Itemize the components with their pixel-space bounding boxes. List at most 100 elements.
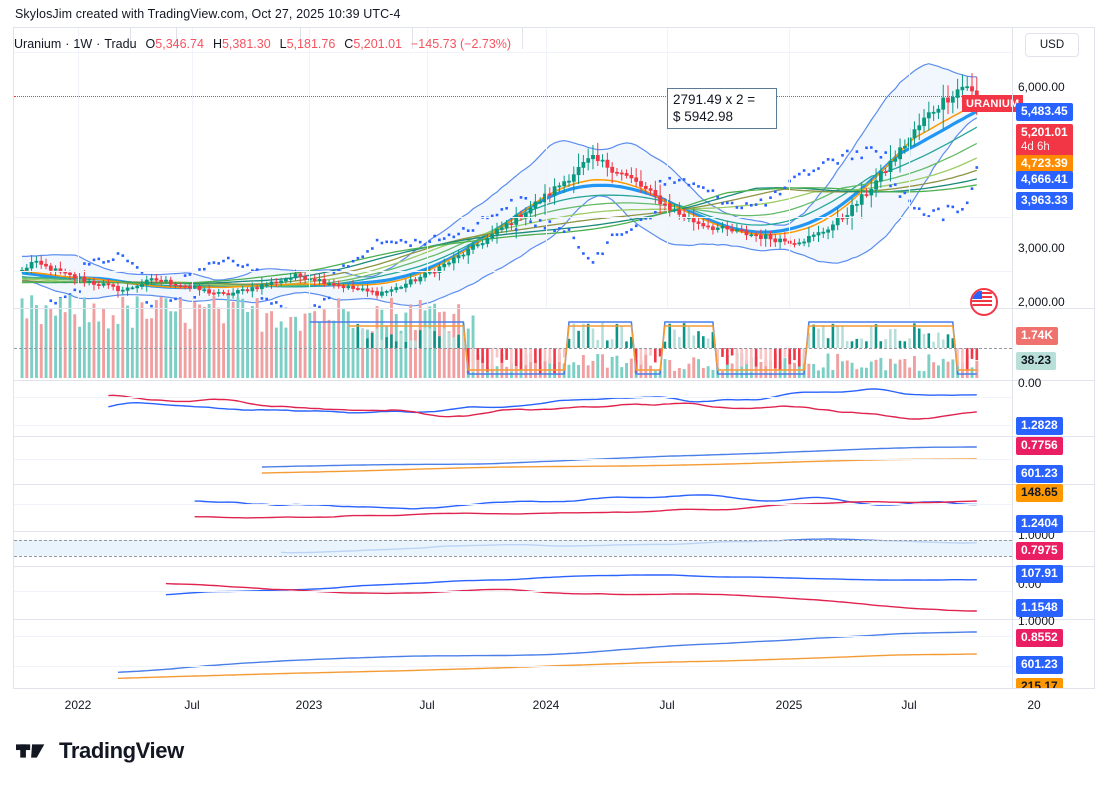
- gridline-vertical: [427, 28, 428, 308]
- price-scale[interactable]: 6,000.00 3,000.00 2,000.00 0.00 1.0000 0.00 1.…: [1012, 28, 1094, 718]
- pane-divider[interactable]: [14, 308, 1094, 309]
- price-scale-tag[interactable]: 148.65: [1016, 484, 1063, 502]
- gridline: [14, 459, 1012, 460]
- band-lower-line: [14, 556, 1012, 557]
- gridline: [14, 666, 1012, 667]
- gridline-vertical: [789, 28, 790, 308]
- oscillator-2-canvas: [261, 446, 977, 474]
- price-scale-tag[interactable]: 5,201.01 4d 6h: [1016, 124, 1073, 157]
- oscillator-5-canvas: [165, 574, 977, 612]
- time-axis-label: 2025: [775, 698, 803, 712]
- price-scale-tag[interactable]: 0.7756: [1016, 437, 1063, 455]
- time-axis[interactable]: 2022 Jul 2023 Jul 2024 Jul 2025 Jul 20: [13, 688, 1095, 719]
- pane-divider[interactable]: [14, 619, 1094, 620]
- annotation-line-1: 2791.49 x 2 =: [673, 92, 756, 107]
- price-scale-tag[interactable]: 0.8552: [1016, 629, 1063, 647]
- legend-divider-1: [130, 28, 131, 49]
- time-axis-label: 2022: [64, 698, 92, 712]
- brand-name: TradingView: [59, 738, 184, 763]
- gridline-vertical: [192, 28, 193, 308]
- gridline: [14, 397, 1012, 398]
- price-scale-tag[interactable]: 3,963.33: [1016, 192, 1073, 210]
- legend-divider-4: [412, 28, 413, 49]
- pane-divider[interactable]: [14, 380, 1094, 381]
- price-scale-tag[interactable]: 38.23: [1016, 352, 1057, 370]
- gridline-vertical: [667, 28, 668, 308]
- gridline: [14, 504, 1012, 505]
- oscillator-6-canvas: [117, 631, 977, 679]
- price-scale-tag[interactable]: 1.2828: [1016, 417, 1063, 435]
- oscillator-0-canvas: [309, 321, 979, 375]
- oscillator-pane-1[interactable]: [14, 381, 1012, 436]
- price-scale-tag[interactable]: 1.1548: [1016, 599, 1063, 617]
- time-axis-label: 2024: [532, 698, 560, 712]
- legend-high-label: H: [212, 37, 222, 51]
- gridline: [14, 591, 1012, 592]
- tradingview-logo-icon: [16, 744, 45, 758]
- price-scale-tag[interactable]: 0.7975: [1016, 542, 1063, 560]
- gridline: [14, 636, 1012, 637]
- legend-low-label: L: [279, 37, 287, 51]
- oscillator-pane-5[interactable]: [14, 567, 1012, 619]
- price-scale-label: 2,000.00: [1018, 295, 1065, 309]
- price-scale-label: 6,000.00: [1018, 80, 1065, 94]
- time-axis-label: Jul: [901, 698, 917, 712]
- pane-divider[interactable]: [14, 531, 1094, 532]
- attribution-text: SkylosJim created with TradingView.com, …: [15, 6, 401, 21]
- time-axis-label: 20: [1027, 698, 1041, 712]
- time-axis-label: 2023: [295, 698, 323, 712]
- pane-divider[interactable]: [14, 566, 1094, 567]
- legend-high-value: 5,381.30: [221, 37, 271, 51]
- zero-line: [14, 348, 1012, 349]
- legend-low-value: 5,181.76: [286, 37, 336, 51]
- oscillator-1-canvas: [108, 388, 977, 420]
- legend-exchange[interactable]: Tradu: [104, 37, 137, 51]
- value-band: [14, 540, 1012, 556]
- legend-open-label: O: [145, 37, 156, 51]
- oscillator-pane-3[interactable]: [14, 485, 1012, 531]
- legend-interval[interactable]: 1W: [73, 37, 93, 51]
- legend-symbol[interactable]: Uranium: [14, 37, 62, 51]
- price-scale-tag[interactable]: 601.23: [1016, 656, 1063, 674]
- oscillator-pane-2[interactable]: [14, 437, 1012, 484]
- oscillator-pane-4[interactable]: [14, 532, 1012, 566]
- gridline-vertical: [909, 28, 910, 308]
- legend-divider-5: [522, 28, 523, 49]
- price-scale-tag[interactable]: 107.91: [1016, 565, 1063, 583]
- oscillator-pane-6[interactable]: [14, 620, 1012, 688]
- gridline-vertical: [309, 28, 310, 308]
- chart-legend[interactable]: Uranium · 1W · Tradu O 5,346.74 H 5,381.30…: [14, 33, 511, 55]
- price-scale-tag[interactable]: 5,483.45: [1016, 103, 1073, 121]
- band-upper-line: [14, 540, 1012, 541]
- annotation-line-2: $ 5942.98: [673, 109, 734, 124]
- currency-button[interactable]: USD: [1025, 33, 1079, 57]
- price-scale-tag[interactable]: 4,666.41: [1016, 171, 1073, 189]
- us-flag-icon[interactable]: [970, 288, 998, 316]
- gridline-vertical: [546, 28, 547, 308]
- price-tag-countdown: 4d 6h: [1021, 141, 1050, 153]
- pane-divider[interactable]: [14, 484, 1094, 485]
- price-scale-tag[interactable]: 601.23: [1016, 465, 1063, 483]
- price-scale-label: 0.00: [1018, 376, 1042, 390]
- legend-divider-2: [176, 28, 177, 49]
- legend-divider-3: [300, 28, 301, 49]
- legend-change: −145.73 (−2.73%): [410, 37, 512, 51]
- gridline: [14, 271, 1012, 272]
- price-scale-tag[interactable]: 4,723.39: [1016, 155, 1073, 173]
- price-pane[interactable]: [14, 28, 1012, 308]
- symbol-price-tag: URANIUM: [962, 95, 1024, 112]
- footer-brand: TradingView: [16, 738, 184, 764]
- oscillator-3-canvas: [194, 494, 977, 519]
- price-annotation[interactable]: 2791.49 x 2 = $ 5942.98: [667, 88, 777, 129]
- price-scale-label: 3,000.00: [1018, 241, 1065, 255]
- legend-close-label: C: [344, 37, 354, 51]
- gridline: [14, 425, 1012, 426]
- legend-close-value: 5,201.01: [353, 37, 402, 51]
- oscillator-pane-0[interactable]: [14, 312, 1012, 380]
- time-axis-label: Jul: [419, 698, 435, 712]
- legend-dot-1: ·: [65, 37, 70, 51]
- price-scale-tag[interactable]: 1.2404: [1016, 515, 1063, 533]
- price-scale-tag[interactable]: 1.74K: [1016, 327, 1059, 345]
- price-chart-canvas: [20, 63, 979, 308]
- pane-divider[interactable]: [14, 436, 1094, 437]
